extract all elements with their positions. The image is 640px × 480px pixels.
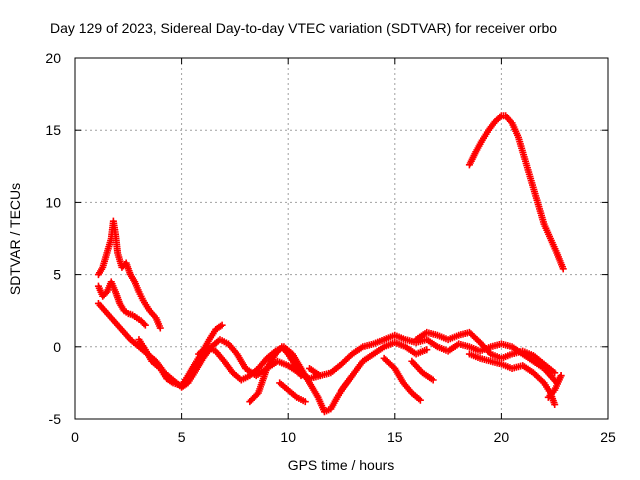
data-point xyxy=(156,324,164,332)
axis-ticks: 0 5 10 15 20 25 -5 0 5 10 15 20 xyxy=(45,50,616,445)
plot-frame xyxy=(74,57,609,420)
data-point xyxy=(301,398,309,406)
y-tick-label: -5 xyxy=(49,411,62,427)
data-point xyxy=(416,396,424,404)
data-point xyxy=(297,372,305,380)
data-point xyxy=(218,321,226,329)
x-axis-label: GPS time / hours xyxy=(288,457,395,473)
data-point xyxy=(551,369,559,377)
y-axis-label: SDTVAR / TECUs xyxy=(7,183,23,295)
data-point xyxy=(140,320,148,328)
data-point xyxy=(551,401,559,409)
x-tick-label: 5 xyxy=(178,429,186,445)
series-track-f xyxy=(246,343,305,406)
y-tick-label: 20 xyxy=(45,50,61,66)
data-point xyxy=(559,265,567,273)
data-point xyxy=(429,376,437,384)
data-marks xyxy=(94,112,567,416)
y-tick-label: 0 xyxy=(53,339,61,355)
x-tick-label: 10 xyxy=(280,429,296,445)
series-track-b xyxy=(94,278,149,329)
series-track-g xyxy=(276,379,309,406)
series-track-d xyxy=(135,321,226,390)
y-tick-label: 15 xyxy=(45,122,61,138)
y-tick-label: 5 xyxy=(53,267,61,283)
series-track-h xyxy=(306,331,565,387)
chart-title: Day 129 of 2023, Sidereal Day-to-day VTE… xyxy=(50,20,557,36)
x-tick-label: 25 xyxy=(600,429,616,445)
series-track-k xyxy=(408,357,437,384)
series-track-a xyxy=(94,217,164,332)
x-tick-label: 0 xyxy=(71,429,79,445)
x-tick-label: 20 xyxy=(494,429,510,445)
y-tick-label: 10 xyxy=(45,194,61,210)
data-point xyxy=(557,372,565,380)
series-track-e xyxy=(195,343,356,416)
series-track-n xyxy=(544,372,565,401)
series-track-l xyxy=(412,328,559,377)
data-point xyxy=(423,346,431,354)
data-point xyxy=(141,321,149,329)
x-tick-label: 15 xyxy=(387,429,403,445)
series-track-j xyxy=(380,354,424,404)
series-track-m xyxy=(465,350,559,409)
series-track-i xyxy=(338,338,431,394)
series-track-o xyxy=(465,112,567,273)
